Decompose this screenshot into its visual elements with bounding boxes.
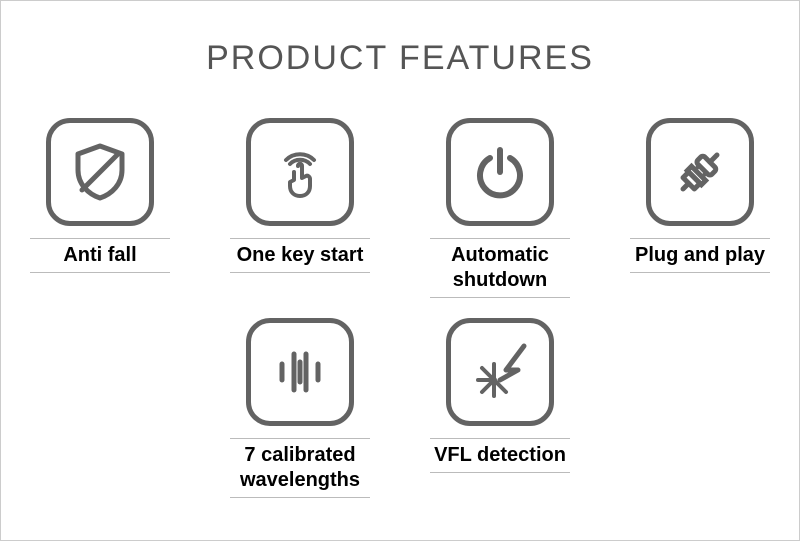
feature-plug-and-play: Plug and play [635,118,765,298]
wavelengths-icon [246,318,354,426]
touch-icon [246,118,354,226]
shield-slash-icon [46,118,154,226]
feature-label: Anti fall [30,238,170,273]
features-grid: Anti fall One key start A [1,118,799,518]
page-title: PRODUCT FEATURES [1,39,799,78]
feature-label: VFL detection [430,438,570,473]
features-row-1: Anti fall One key start A [35,118,765,298]
feature-automatic-shutdown: Automatic shutdown [435,118,565,298]
feature-label: One key start [230,238,370,273]
feature-vfl-detection: VFL detection [435,318,565,498]
feature-label: Automatic shutdown [430,238,570,298]
feature-anti-fall: Anti fall [35,118,165,298]
feature-one-key-start: One key start [235,118,365,298]
vfl-icon [446,318,554,426]
feature-wavelengths: 7 calibrated wavelengths [235,318,365,498]
power-icon [446,118,554,226]
plug-icon [646,118,754,226]
feature-label: Plug and play [630,238,770,273]
features-row-2: 7 calibrated wavelengths VFL detection [235,318,565,498]
feature-label: 7 calibrated wavelengths [230,438,370,498]
